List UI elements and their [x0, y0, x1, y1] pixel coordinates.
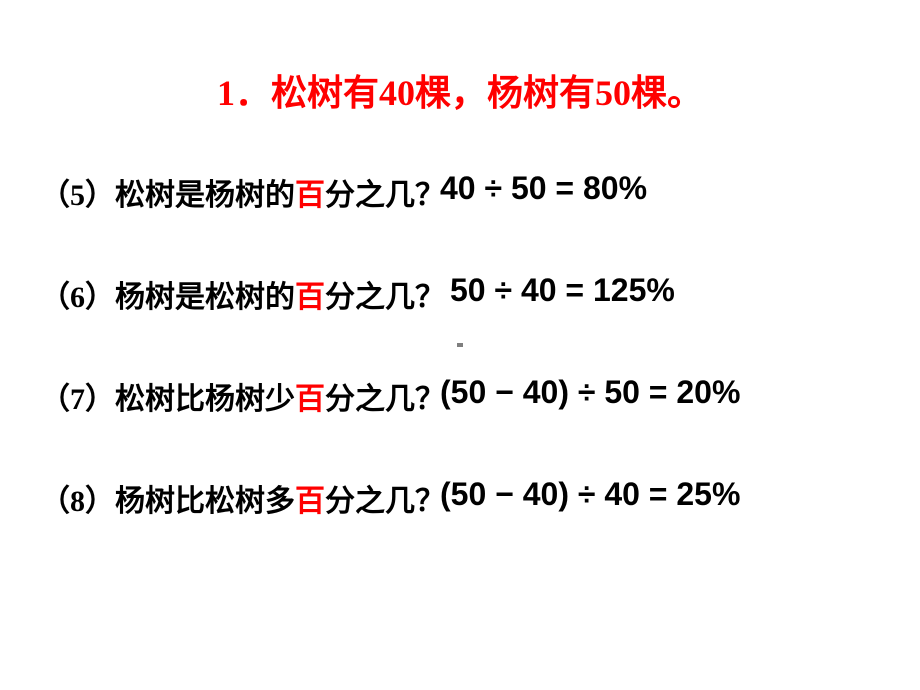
answer-7: (50 − 40) ÷ 50 = 20% — [440, 374, 740, 411]
title-mid: 棵，杨树有 — [415, 73, 595, 113]
slide: 1．松树有40棵，杨树有50棵。 （5）松树是杨树的百分之几？ 40 ÷ 50 … — [0, 0, 920, 690]
q8-after: 分之几？ — [325, 485, 445, 518]
q7-red: 百 — [295, 383, 325, 416]
q5-index: （5） — [40, 179, 115, 212]
title-num2: 50 — [595, 73, 631, 113]
question-6: （6）杨树是松树的百分之几？ — [40, 272, 445, 316]
center-marker-icon — [457, 343, 463, 347]
q5-after: 分之几？ — [325, 179, 445, 212]
q5-before: 松树是杨树的 — [115, 179, 295, 212]
title-num1: 40 — [379, 73, 415, 113]
q7-after: 分之几？ — [325, 383, 445, 416]
title-prefix: 1．松树有 — [217, 73, 379, 113]
row-6: （6）杨树是松树的百分之几？ 50 ÷ 40 = 125% — [40, 272, 445, 316]
title: 1．松树有40棵，杨树有50棵。 — [217, 64, 703, 116]
question-7: （7）松树比杨树少百分之几？ — [40, 374, 445, 418]
row-5: （5）松树是杨树的百分之几？ 40 ÷ 50 = 80% — [40, 170, 445, 214]
q6-after: 分之几？ — [325, 281, 445, 314]
q8-index: （8） — [40, 485, 115, 518]
q7-index: （7） — [40, 383, 115, 416]
q6-index: （6） — [40, 281, 115, 314]
q6-red: 百 — [295, 281, 325, 314]
row-7: （7）松树比杨树少百分之几？ (50 − 40) ÷ 50 = 20% — [40, 374, 445, 418]
q5-red: 百 — [295, 179, 325, 212]
answer-8: (50 − 40) ÷ 40 = 25% — [440, 476, 740, 513]
q6-before: 杨树是松树的 — [115, 281, 295, 314]
answer-5: 40 ÷ 50 = 80% — [440, 170, 647, 207]
answer-6: 50 ÷ 40 = 125% — [450, 272, 675, 309]
q8-before: 杨树比松树多 — [115, 485, 295, 518]
question-8: （8）杨树比松树多百分之几？ — [40, 476, 445, 520]
row-8: （8）杨树比松树多百分之几？ (50 − 40) ÷ 40 = 25% — [40, 476, 445, 520]
q7-before: 松树比杨树少 — [115, 383, 295, 416]
q8-red: 百 — [295, 485, 325, 518]
question-5: （5）松树是杨树的百分之几？ — [40, 170, 445, 214]
title-suffix: 棵。 — [631, 73, 703, 113]
